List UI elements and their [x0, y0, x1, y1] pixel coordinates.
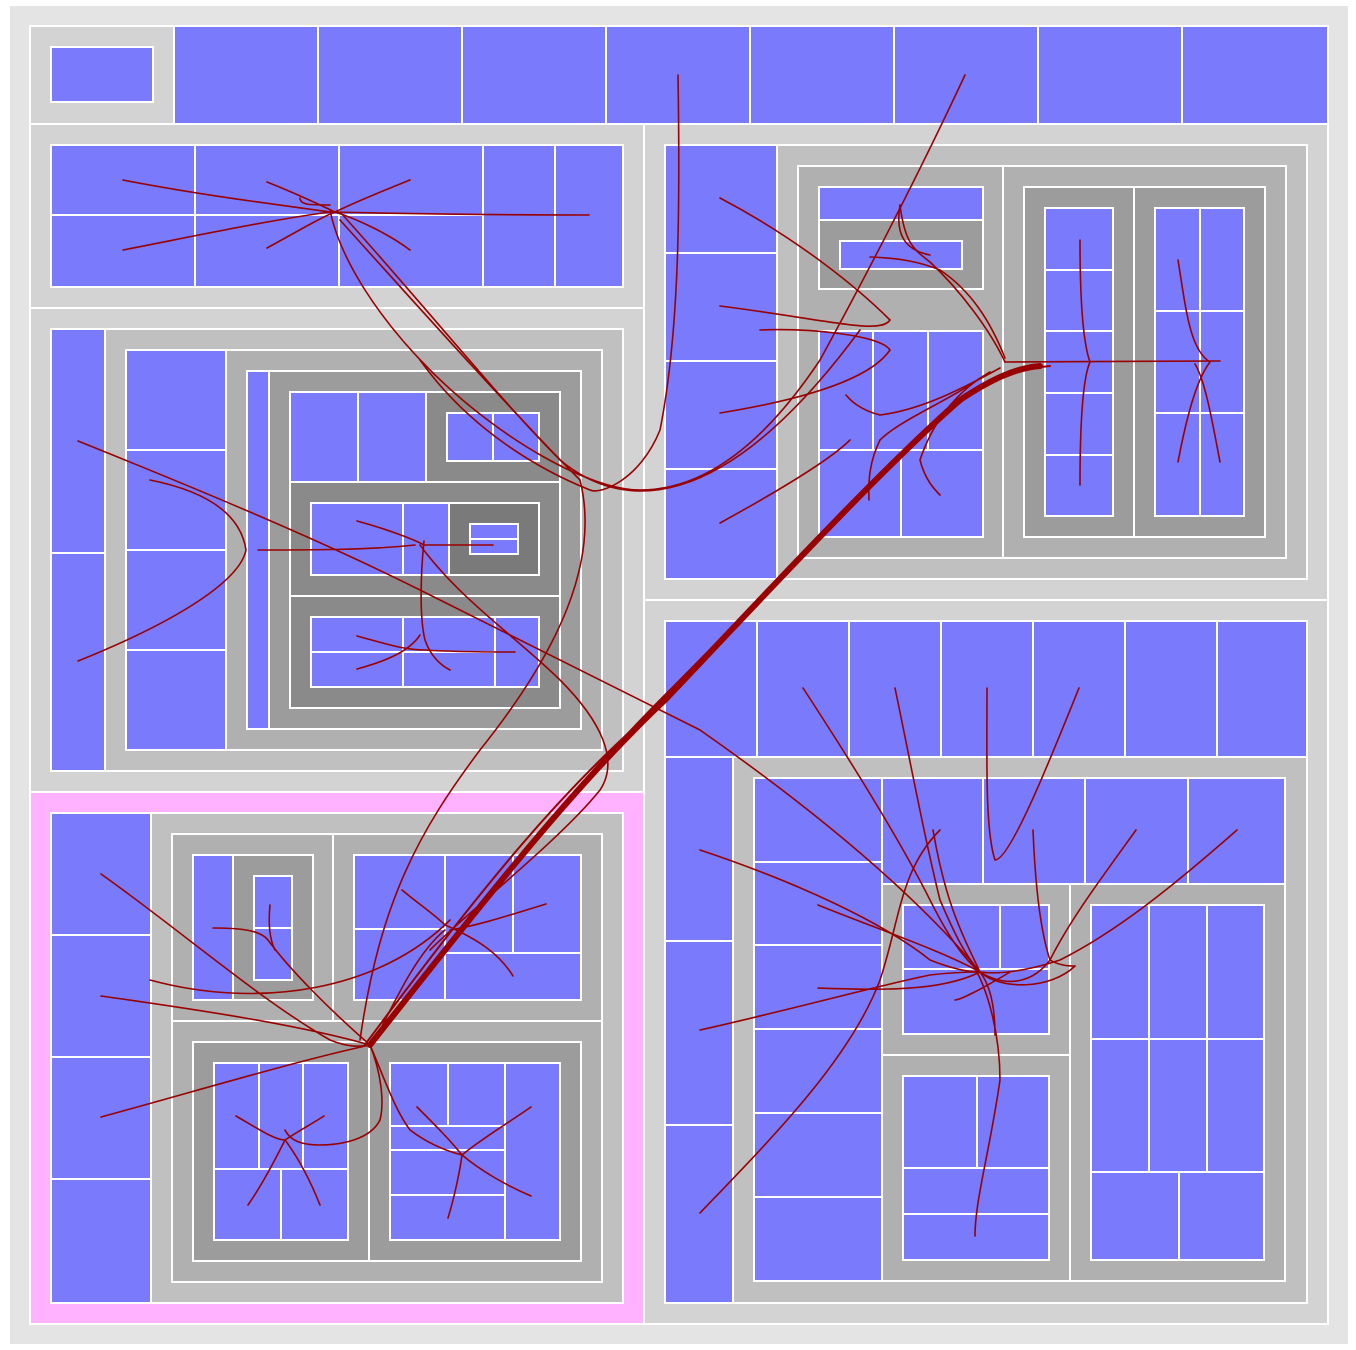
- level4-leaf-group: [353, 854, 582, 1001]
- top-strip-leaves: [173, 25, 1329, 125]
- edge: [356, 634, 421, 670]
- top-strip-leaf: [1037, 25, 1183, 125]
- level5-leaf: [446, 412, 494, 462]
- edge: [420, 540, 451, 671]
- top-strip-leaf: [749, 25, 895, 125]
- edge: [77, 440, 1001, 1237]
- edge: [898, 204, 931, 256]
- edge: [374, 929, 446, 1041]
- level4-leaf: [357, 391, 427, 483]
- bottom-right-column-leaf: [664, 756, 734, 1304]
- edge: [932, 829, 1076, 986]
- edge: [979, 829, 1137, 983]
- top-strip-leaf: [173, 25, 319, 125]
- edge: [257, 544, 416, 551]
- edge: [356, 635, 516, 653]
- bottom-left-region: [29, 791, 645, 1325]
- level5-leaf-group: [389, 1062, 561, 1241]
- edge: [979, 829, 1238, 974]
- edge: [100, 873, 371, 1048]
- edge: [719, 328, 891, 414]
- top-strip-leaf: [461, 25, 607, 125]
- edge: [817, 904, 996, 1036]
- edge: [1194, 363, 1221, 463]
- bottom-right-top-leaf-row: [664, 620, 1308, 758]
- level4-leaf-group: [1090, 904, 1265, 1261]
- edge-bundles: [77, 74, 1238, 1237]
- edge: [77, 479, 247, 662]
- edge-bundle-main: [363, 409, 951, 1047]
- edge: [919, 371, 991, 496]
- top-strip-region: [29, 25, 1329, 125]
- edge: [869, 256, 1006, 359]
- level4-leaf: [839, 240, 963, 270]
- edge: [149, 919, 451, 995]
- edge: [986, 687, 1080, 861]
- level4-leaf: [289, 391, 359, 483]
- level5-leaf: [492, 412, 540, 462]
- bottom-right-region: [643, 599, 1329, 1325]
- edge: [100, 1044, 371, 1118]
- edge: [1032, 829, 1076, 967]
- edge: [1177, 259, 1212, 463]
- edge: [719, 197, 892, 328]
- edge: [266, 179, 411, 249]
- edge: [899, 204, 1006, 363]
- edge: [699, 971, 981, 1031]
- edge: [1079, 239, 1091, 486]
- edge: [339, 219, 586, 1041]
- top-strip-leaf: [1181, 25, 1329, 125]
- edge: [1004, 360, 1221, 363]
- edge: [449, 903, 547, 931]
- edge: [268, 904, 276, 951]
- edge: [867, 377, 981, 501]
- edge: [719, 439, 851, 524]
- edge: [247, 1115, 325, 1206]
- edge: [447, 1106, 532, 1219]
- top-strip-leaf: [317, 25, 463, 125]
- top-right-region: [643, 123, 1329, 601]
- edge: [299, 197, 331, 206]
- edge: [954, 971, 1011, 1001]
- top-left-region: [29, 123, 645, 309]
- edge: [802, 687, 981, 973]
- top-strip-small-leaf: [50, 46, 154, 103]
- edge: [699, 829, 941, 1214]
- edge: [122, 211, 331, 251]
- edge: [329, 74, 966, 491]
- edge: [284, 1044, 383, 1146]
- edge: [212, 927, 371, 1046]
- middle-left-region: [29, 307, 645, 793]
- edge: [419, 544, 609, 951]
- middle-left-column-leaf: [50, 328, 106, 772]
- level3-leaf-row: [881, 777, 1286, 885]
- edge: [369, 1044, 463, 1156]
- edge: [100, 995, 371, 1046]
- level5-leaf: [310, 502, 404, 576]
- top-strip-leaf: [893, 25, 1039, 125]
- edge-bundle-main: [375, 365, 1051, 1041]
- edge: [894, 687, 981, 973]
- edge: [419, 74, 680, 492]
- edge: [817, 971, 981, 991]
